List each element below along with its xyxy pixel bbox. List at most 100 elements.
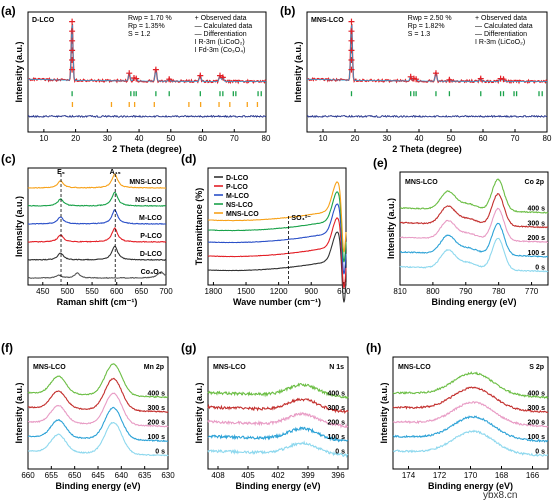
panel-h-element-label: S 2p	[529, 364, 544, 371]
panel-d-xtick-label: 600	[337, 287, 351, 296]
panel-a-xtick-label: 70	[230, 134, 239, 143]
panel-d-xtick-label: 1800	[205, 287, 223, 296]
panel-a-observed-marker	[166, 76, 173, 83]
panel-f: (f) 660 655 650 645 640 635 630 Binding energy (…	[1, 341, 175, 491]
panel-c-frame	[27, 167, 167, 286]
panel-f-xtick-label: 640	[115, 471, 129, 480]
panel-f-xtick-label: 630	[161, 471, 175, 480]
panel-g-ylabel: Intensity (a.u.)	[194, 382, 204, 443]
panel-b-observed-marker	[348, 57, 355, 63]
panel-b-observed-marker	[348, 47, 355, 54]
panel-f-series-line	[27, 363, 169, 399]
panel-a-observed-marker	[219, 74, 226, 81]
watermark: ybx8.cn	[483, 490, 517, 501]
panel-g-series-label: 0 s	[335, 449, 345, 456]
panel-f-series-label: 400 s	[147, 390, 165, 397]
panel-e-series-label: 200 s	[527, 235, 545, 242]
panel-e-xtick-label: 770	[525, 287, 539, 296]
panel-f-series-label: 100 s	[147, 434, 165, 441]
panel-c-xtick-label: 600	[110, 287, 124, 296]
panel-f-series-line	[27, 421, 169, 457]
panel-g-xlabel: Binding energy (eV)	[235, 481, 320, 491]
panel-b-observed-marker	[348, 37, 355, 44]
panel-c-series-line	[27, 173, 166, 189]
panel-a-xtick-label: 40	[135, 134, 144, 143]
panel-h-xtick-label: 170	[464, 471, 478, 480]
panel-c-xtick-label: 500	[61, 287, 75, 296]
panel-c-series-label: P-LCO	[140, 233, 162, 240]
panel-c-series-line	[27, 191, 167, 207]
panel-h-xlabel: Binding energy (eV)	[428, 481, 513, 491]
panel-h-xtick-label: 168	[495, 471, 509, 480]
panel-g-series-label: 300 s	[327, 405, 345, 412]
panel-a-ylabel: Intensity (a.u.)	[14, 41, 24, 102]
panel-f-series-label: 300 s	[147, 405, 165, 412]
panel-e-xtick-label: 800	[426, 287, 440, 296]
panel-b-stat-2: S = 1.3	[408, 31, 430, 38]
panel-g-xtick-label: 396	[331, 471, 345, 480]
panel-b-legend-2: — Differentiation	[475, 31, 527, 38]
panel-h-xtick-label: 172	[433, 471, 447, 480]
panel-b-observed-marker	[432, 70, 439, 77]
panel-d-legend-label: MNS-LCO	[226, 211, 259, 218]
panel-f-sample-label: MNS-LCO	[33, 364, 66, 371]
panel-b-legend-1: — Calculated data	[475, 23, 533, 30]
panel-e-series-label: 300 s	[527, 220, 545, 227]
panel-b-legend-3: I R-3m (LiCoO₂)	[475, 39, 525, 46]
panel-c: (c) 450 500 550 600 650 700 Raman shift (cm⁻¹) I…	[1, 152, 173, 307]
panel-c-xtick-label: 650	[135, 287, 149, 296]
panel-b-observed-marker	[446, 76, 453, 83]
panel-d-xtick-label: 900	[305, 287, 319, 296]
panel-e-series-line	[399, 222, 549, 258]
panel-c-series-line	[27, 226, 167, 243]
panel-d-series-line	[207, 181, 347, 253]
panel-g: (g) 408 405 402 399 396 Binding energy (eV) Int…	[181, 341, 349, 491]
panel-a-observed-marker	[152, 66, 159, 73]
panel-c-panel-label: (c)	[1, 152, 16, 166]
panel-f-xlabel: Binding energy (eV)	[55, 481, 140, 491]
panel-h-series-label: 0 s	[535, 449, 545, 456]
panel-g-series-label: 100 s	[327, 434, 345, 441]
panel-f-series-line	[28, 406, 169, 443]
panel-h-series-label: 200 s	[527, 419, 545, 426]
panel-e-series-label: 100 s	[527, 250, 545, 257]
panel-a-stat-1: Rp = 1.35%	[128, 23, 165, 30]
panel-d-legend-label: D-LCO	[226, 175, 249, 182]
panel-h-series-label: 100 s	[527, 434, 545, 441]
panel-a-xtick-label: 50	[166, 134, 175, 143]
panel-b-observed-marker	[348, 66, 355, 73]
panel-f-element-label: Mn 2p	[144, 364, 164, 371]
panel-e-element-label: Co 2p	[525, 179, 544, 186]
panel-c-series-label: M-LCO	[139, 215, 162, 222]
panel-g-xtick-label: 402	[271, 471, 285, 480]
panel-a-sample-label: D-LCO	[32, 17, 55, 24]
panel-a-legend-3: I R-3m (LiCoO₂)	[195, 39, 245, 46]
panel-e-series-line	[399, 193, 549, 229]
panel-d-series-line	[208, 191, 347, 263]
panel-a-legend-0: + Observed data	[195, 15, 247, 22]
panel-a-xtick-label: 20	[71, 134, 80, 143]
panel-f-ylabel: Intensity (a.u.)	[14, 382, 24, 443]
panel-d-legend-label: P-LCO	[226, 184, 248, 191]
panel-h-xtick-label: 166	[526, 471, 540, 480]
panel-b-stat-1: Rp = 1.82%	[408, 23, 445, 30]
panel-g-panel-label: (g)	[181, 341, 196, 355]
panel-e-xtick-label: 780	[492, 287, 506, 296]
panel-a-calculated-line	[28, 24, 266, 82]
panel-h-sample-label: MNS-LCO	[398, 364, 431, 371]
panel-c-series-label: NS-LCO	[135, 197, 162, 204]
panel-c-ylabel: Intensity (a.u.)	[14, 196, 24, 257]
panel-e-ylabel: Intensity (a.u.)	[386, 198, 396, 259]
panel-a-stat-2: S = 1.2	[128, 31, 150, 38]
panel-h-series-line	[392, 429, 549, 457]
panel-d-series-line	[207, 217, 347, 289]
panel-e-xtick-label: 810	[393, 287, 407, 296]
panel-g-xtick-label: 405	[241, 471, 255, 480]
panel-f-series-label: 0 s	[155, 449, 165, 456]
panel-f-xtick-label: 650	[68, 471, 82, 480]
panel-f-xtick-label: 655	[45, 471, 59, 480]
panel-a-observed-marker	[69, 47, 76, 54]
panel-f-frame	[27, 356, 169, 470]
panel-f-xtick-label: 660	[21, 471, 35, 480]
